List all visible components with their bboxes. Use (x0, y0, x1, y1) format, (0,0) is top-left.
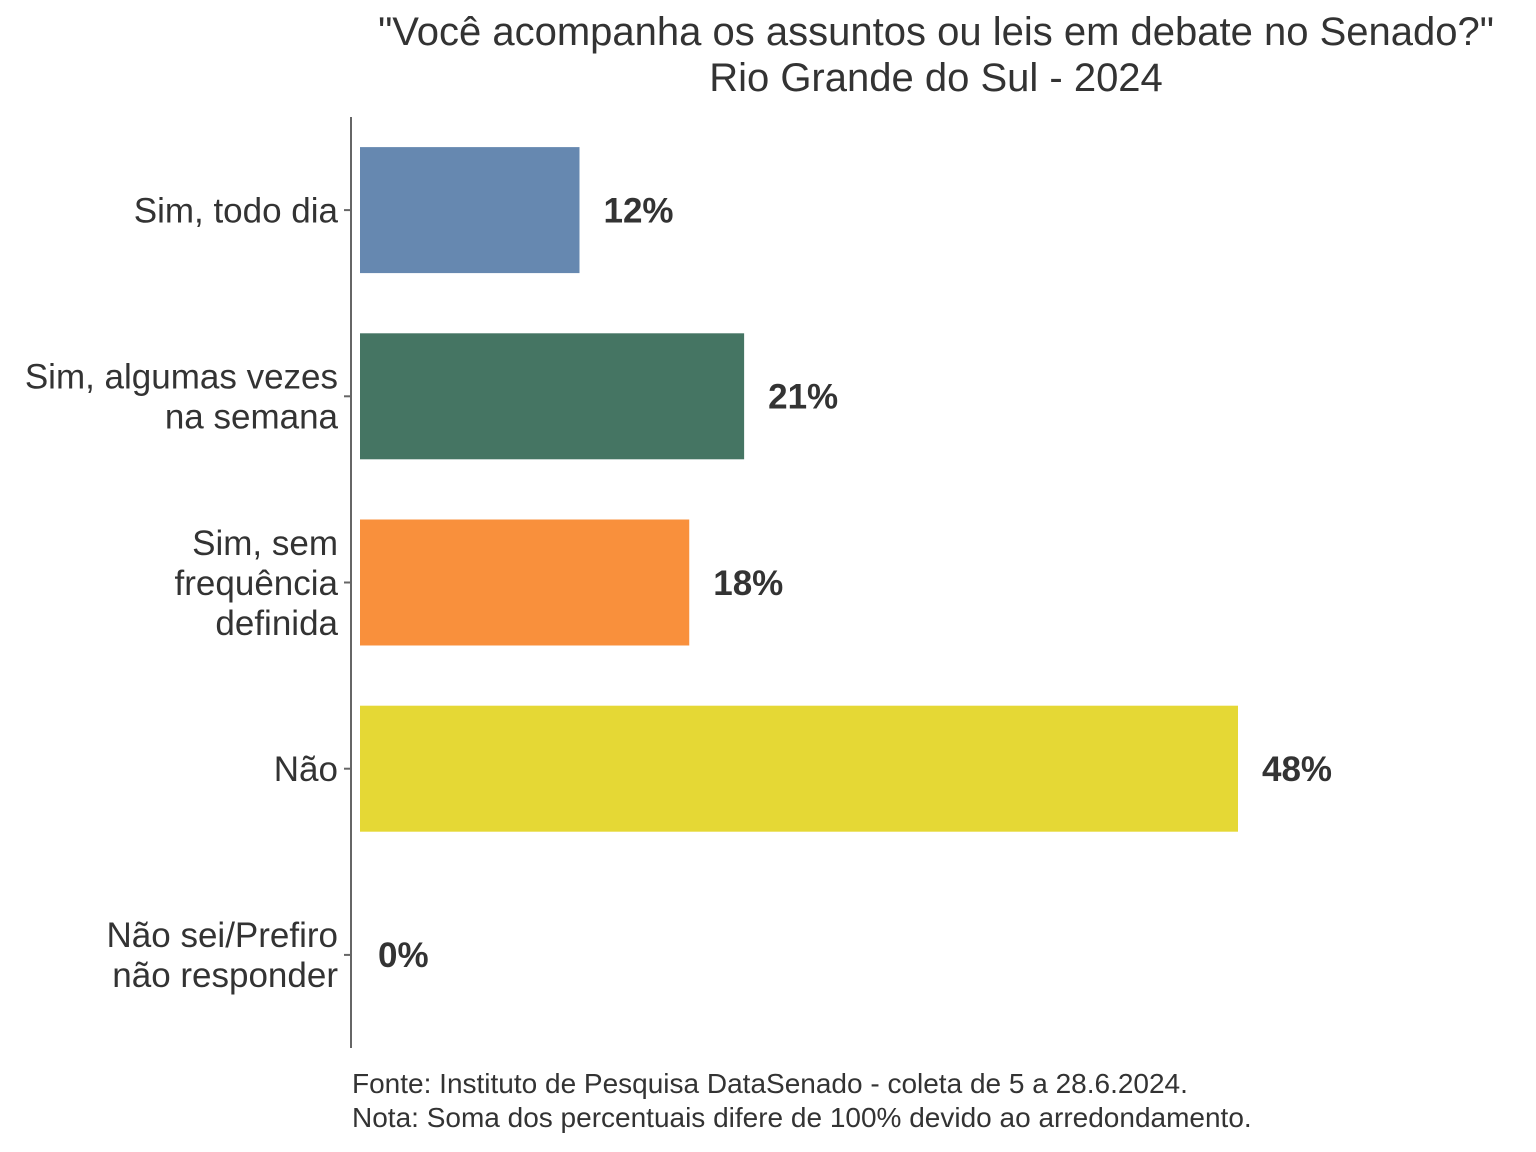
bar (360, 705, 1238, 832)
rounding-note: Nota: Soma dos percentuais difere de 100… (352, 1102, 1252, 1133)
chart-title: "Você acompanha os assuntos ou leis em d… (378, 10, 1494, 54)
data-label: 0% (378, 936, 429, 975)
data-label: 12% (604, 191, 674, 230)
y-tick-label: Não (274, 750, 338, 789)
bar (360, 519, 690, 646)
data-label: 21% (768, 378, 838, 417)
bar (360, 147, 580, 274)
bar (360, 333, 745, 460)
chart-subtitle: Rio Grande do Sul - 2024 (709, 56, 1163, 100)
y-tick-label: Sim, todo dia (134, 191, 339, 230)
y-tick-label: Sim, sem frequência definida (175, 524, 339, 643)
y-tick-label: Sim, algumas vezes na semana (25, 358, 339, 437)
data-label: 18% (713, 564, 783, 603)
data-label: 48% (1262, 750, 1332, 789)
source-note: Fonte: Instituto de Pesquisa DataSenado … (352, 1068, 1188, 1099)
y-tick-label: Não sei/Prefiro não responder (107, 916, 339, 995)
